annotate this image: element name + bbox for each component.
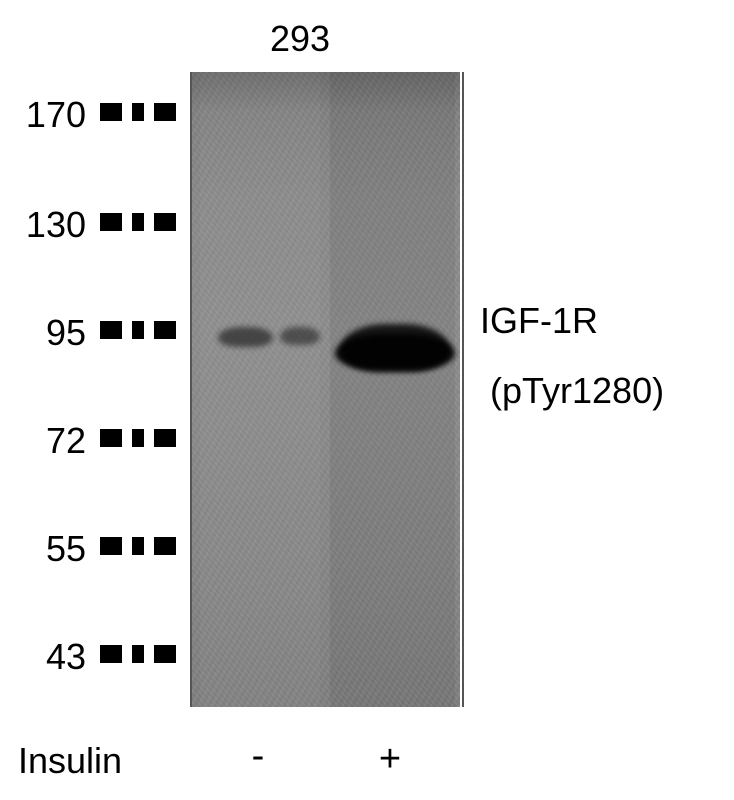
- phosphosite-label: (pTyr1280): [490, 370, 664, 412]
- mw-band-95: [100, 321, 176, 339]
- mw-band-72: [100, 429, 176, 447]
- lane-plus-symbol: +: [370, 738, 410, 781]
- ladder-strip: [95, 80, 181, 700]
- treatment-label: Insulin: [18, 740, 122, 782]
- blot-border: [190, 72, 464, 707]
- target-name-label: IGF-1R: [480, 300, 598, 342]
- mw-label-55: 55: [6, 528, 86, 570]
- mw-label-95: 95: [6, 312, 86, 354]
- mw-band-170: [100, 103, 176, 121]
- mw-label-72: 72: [6, 420, 86, 462]
- lane-minus-symbol: -: [238, 735, 278, 778]
- mw-label-43: 43: [6, 636, 86, 678]
- mw-band-43: [100, 645, 176, 663]
- cell-line-label: 293: [270, 18, 330, 60]
- mw-label-170: 170: [6, 94, 86, 136]
- mw-label-130: 130: [6, 204, 86, 246]
- western-blot-figure: 293 170 130 95 72 55 43 IGF-1R (pTyr1280) Insu…: [0, 0, 734, 800]
- mw-band-55: [100, 537, 176, 555]
- mw-band-130: [100, 213, 176, 231]
